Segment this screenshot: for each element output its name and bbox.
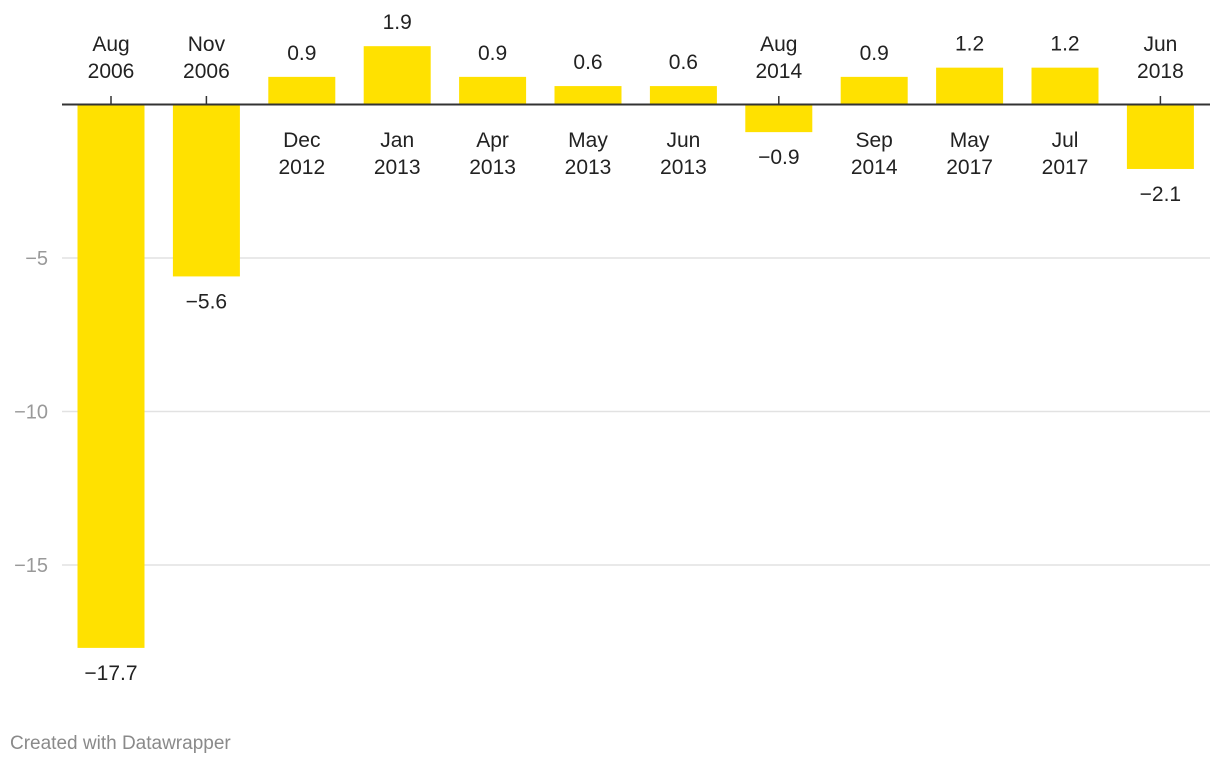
value-label: 1.2 [955, 33, 984, 56]
bar [172, 104, 240, 277]
x-tick-label: 2014 [755, 60, 802, 83]
datawrapper-credit: Created with Datawrapper [10, 733, 231, 754]
x-tick-label: 2013 [469, 156, 516, 179]
value-label: 1.2 [1050, 33, 1079, 56]
bar [649, 86, 717, 105]
x-tick-label: Apr [476, 129, 509, 152]
x-tick-label: Jun [1143, 33, 1177, 56]
x-tick-label: Nov [188, 33, 226, 56]
x-tick-label: 2013 [374, 156, 421, 179]
value-label: 0.9 [860, 42, 889, 65]
value-label: 1.9 [383, 11, 412, 34]
value-label: −17.7 [84, 662, 137, 685]
x-tick-label: 2012 [278, 156, 325, 179]
value-label: −2.1 [1140, 183, 1181, 206]
x-tick-label: 2018 [1137, 60, 1184, 83]
x-tick-label: Sep [856, 129, 893, 152]
bar [1031, 67, 1099, 105]
y-tick-label: −10 [14, 402, 48, 424]
bar [363, 46, 431, 105]
bar [745, 104, 813, 133]
x-tick-label: 2006 [88, 60, 135, 83]
bar [268, 76, 336, 105]
x-tick-label: Dec [283, 129, 320, 152]
x-tick-label: Aug [92, 33, 129, 56]
bar [1126, 104, 1194, 169]
bar [840, 76, 908, 105]
value-label: 0.6 [669, 51, 698, 74]
x-tick-label: 2006 [183, 60, 230, 83]
x-tick-label: May [568, 129, 608, 152]
y-tick-label: −15 [14, 555, 48, 577]
x-tick-label: 2013 [565, 156, 612, 179]
x-tick-label: Jun [666, 129, 700, 152]
value-label: 0.9 [287, 42, 316, 65]
bar [77, 104, 145, 648]
bar [936, 67, 1004, 105]
x-tick-label: 2013 [660, 156, 707, 179]
x-tick-label: May [950, 129, 990, 152]
x-tick-label: Jul [1052, 129, 1079, 152]
value-label: −5.6 [186, 290, 227, 313]
y-tick-label: −5 [25, 248, 48, 270]
value-label: 0.6 [573, 51, 602, 74]
bar [554, 86, 622, 105]
x-tick-label: 2014 [851, 156, 898, 179]
x-tick-label: Aug [760, 33, 797, 56]
x-tick-label: Jan [380, 129, 414, 152]
value-label: −0.9 [758, 146, 799, 169]
bar [459, 76, 527, 105]
x-tick-label: 2017 [946, 156, 993, 179]
x-tick-label: 2017 [1042, 156, 1089, 179]
value-label: 0.9 [478, 42, 507, 65]
